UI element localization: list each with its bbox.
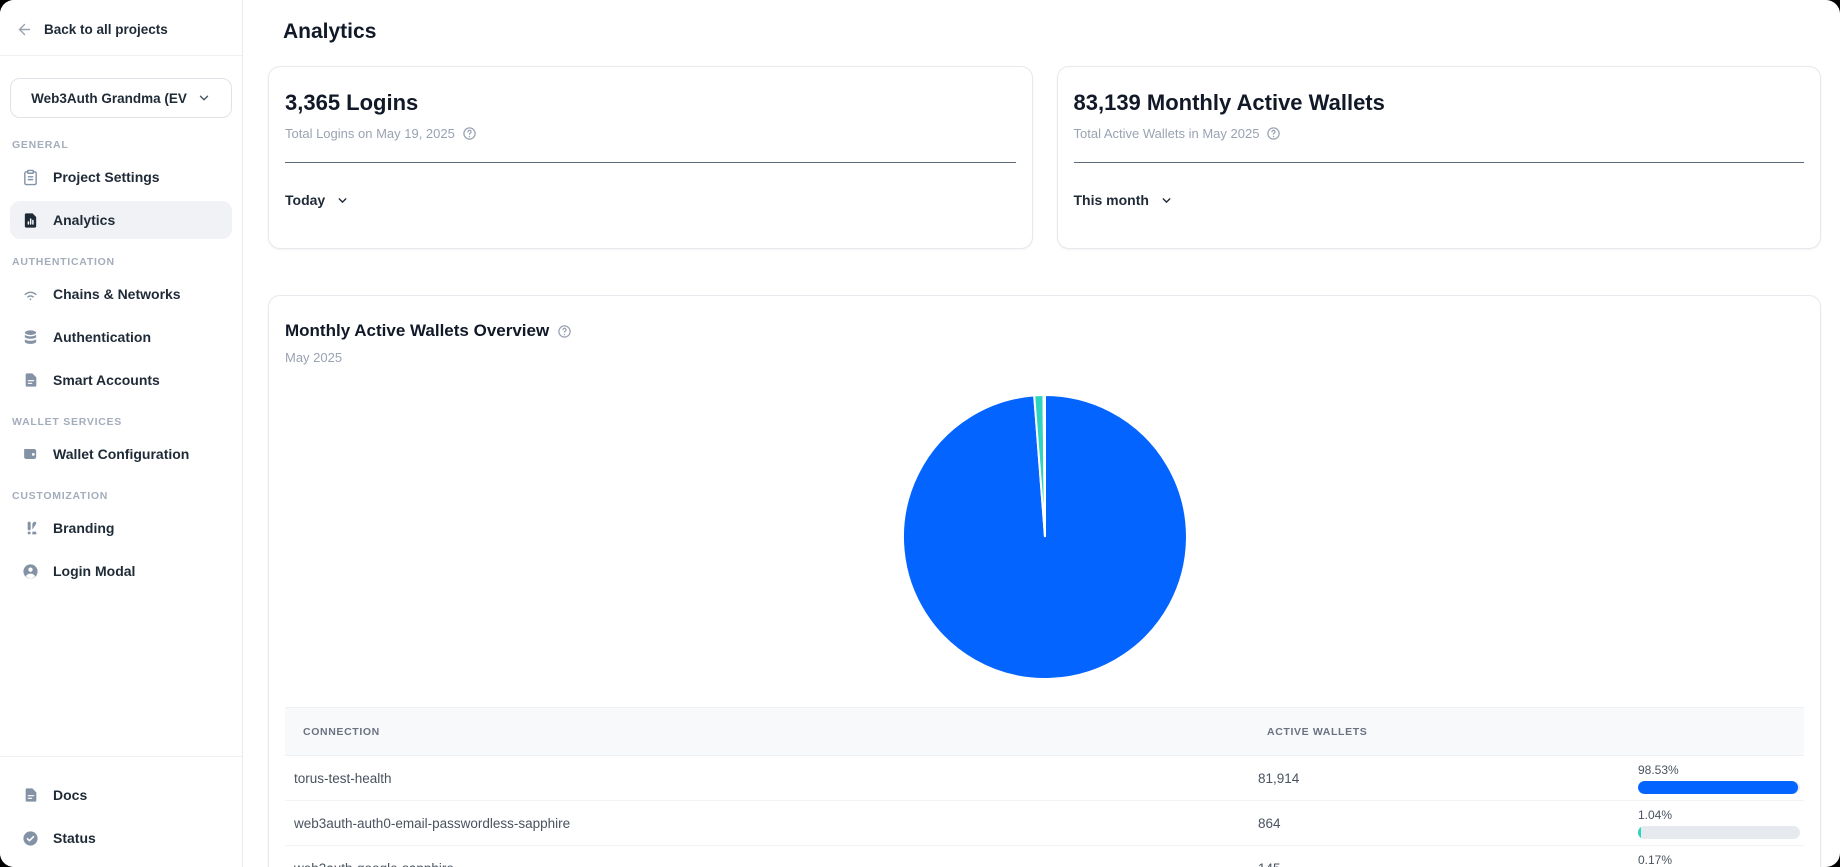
sidebar-item-wallet-configuration[interactable]: Wallet Configuration: [10, 435, 232, 473]
sidebar-nav: GENERAL Project Settings Analytics AUTHENTI…: [0, 118, 242, 756]
table-row: web3auth-google-sapphire1450.17%: [285, 846, 1804, 867]
table-header-row: CONNECTION ACTIVE WALLETS: [285, 707, 1804, 756]
table-row: web3auth-auth0-email-passwordless-sapphi…: [285, 801, 1804, 846]
sidebar-item-project-settings[interactable]: Project Settings: [10, 158, 232, 196]
sidebar: Back to all projects Web3Auth Grandma (E…: [0, 0, 243, 867]
share-percent-label: 0.17%: [1638, 852, 1673, 867]
main-content: Analytics 3,365 Logins Total Logins on M…: [243, 0, 1840, 867]
sidebar-item-docs[interactable]: Docs: [10, 776, 232, 814]
user-circle-icon: [22, 563, 39, 580]
clipboard-icon: [22, 169, 39, 186]
connections-table: CONNECTION ACTIVE WALLETS torus-test-hea…: [285, 707, 1804, 867]
chart-title: Monthly Active Wallets Overview: [285, 321, 550, 340]
sidebar-item-label: Docs: [53, 787, 88, 803]
project-selector-label: Web3Auth Grandma (EV: [31, 90, 187, 106]
share-progress-fill: [1638, 780, 1798, 794]
database-icon: [22, 329, 39, 346]
sidebar-item-label: Login Modal: [53, 563, 136, 579]
nav-group-label: CUSTOMIZATION: [12, 490, 109, 502]
sidebar-item-label: Branding: [53, 520, 115, 536]
sidebar-item-label: Smart Accounts: [53, 372, 160, 388]
nav-group-label: GENERAL: [12, 139, 69, 151]
back-to-projects-link[interactable]: Back to all projects: [0, 0, 242, 55]
nav-group-label: WALLET SERVICES: [12, 416, 123, 428]
branding-icon: [22, 520, 39, 536]
share-cell: 98.53%: [1638, 763, 1810, 794]
sidebar-item-analytics[interactable]: Analytics: [10, 201, 232, 239]
help-circle-icon[interactable]: [1266, 126, 1281, 141]
maw-range-dropdown[interactable]: This month: [1074, 192, 1173, 208]
share-progress-fill: [1638, 825, 1641, 839]
help-circle-icon[interactable]: [462, 126, 477, 141]
sidebar-item-authentication[interactable]: Authentication: [10, 318, 232, 356]
project-selector-dropdown[interactable]: Web3Auth Grandma (EV: [10, 78, 232, 118]
check-circle-icon: [22, 830, 39, 847]
active-wallets-value: 145: [1249, 861, 1638, 867]
stat-cards-row: 3,365 Logins Total Logins on May 19, 202…: [268, 66, 1821, 249]
pie-chart: [285, 391, 1804, 683]
share-percent-label: 98.53%: [1638, 762, 1679, 777]
logins-range-label: Today: [285, 192, 326, 208]
help-circle-icon[interactable]: [557, 324, 572, 339]
logins-subtitle: Total Logins on May 19, 2025: [285, 126, 455, 141]
maw-headline: 83,139 Monthly Active Wallets: [1073, 90, 1385, 115]
sidebar-footer-divider: [0, 756, 242, 757]
page-title: Analytics: [283, 20, 377, 43]
sidebar-item-login-modal[interactable]: Login Modal: [10, 552, 232, 590]
wallet-icon: [22, 445, 39, 463]
sidebar-footer: Docs Status: [0, 756, 242, 867]
stat-card-divider: [285, 162, 1016, 163]
active-wallets-value: 81,914: [1258, 770, 1300, 786]
maw-range-label: This month: [1073, 192, 1149, 208]
stat-card-divider: [1073, 162, 1804, 163]
logins-stat-card: 3,365 Logins Total Logins on May 19, 202…: [268, 66, 1033, 249]
active-wallets-value: 864: [1258, 815, 1281, 831]
chevron-down-icon: [336, 194, 349, 207]
document-icon: [22, 787, 39, 803]
share-cell: 1.04%: [1638, 808, 1810, 839]
share-percent-label: 1.04%: [1638, 807, 1673, 822]
analytics-doc-icon: [22, 212, 39, 229]
column-header-active-wallets: ACTIVE WALLETS: [1267, 725, 1368, 738]
sidebar-item-branding[interactable]: Branding: [10, 509, 232, 547]
table-row: torus-test-health 81,914 98.53%: [285, 756, 1804, 801]
sidebar-divider: [0, 55, 242, 56]
monthly-active-wallets-card: Monthly Active Wallets Overview May 2025…: [268, 295, 1821, 867]
arrow-left-icon: [16, 21, 33, 38]
back-label: Back to all projects: [44, 22, 168, 37]
sidebar-item-label: Authentication: [53, 329, 151, 345]
share-progress-bar: [1638, 825, 1800, 839]
chevron-down-icon: [1160, 194, 1173, 207]
sidebar-item-label: Analytics: [53, 212, 116, 228]
document-icon: [22, 372, 39, 388]
sidebar-item-chains-networks[interactable]: Chains & Networks: [10, 275, 232, 313]
maw-subtitle: Total Active Wallets in May 2025: [1073, 126, 1260, 141]
logins-subtitle-row: Total Logins on May 19, 2025: [285, 126, 1016, 141]
share-progress-bar: [1638, 780, 1800, 794]
maw-stat-card: 83,139 Monthly Active Wallets Total Acti…: [1056, 66, 1821, 249]
connection-name: web3auth-google-sapphire: [285, 861, 1249, 867]
sidebar-item-label: Wallet Configuration: [53, 446, 190, 462]
share-cell: 0.17%: [1638, 853, 1810, 867]
sidebar-item-smart-accounts[interactable]: Smart Accounts: [10, 361, 232, 399]
connection-name: torus-test-health: [294, 770, 392, 786]
nav-group-label: AUTHENTICATION: [12, 256, 115, 268]
wifi-icon: [22, 285, 39, 303]
sidebar-item-label: Chains & Networks: [53, 286, 181, 302]
logins-headline: 3,365 Logins: [285, 90, 419, 115]
maw-subtitle-row: Total Active Wallets in May 2025: [1074, 126, 1805, 141]
connection-name: web3auth-auth0-email-passwordless-sapphi…: [294, 815, 571, 831]
chart-title-row: Monthly Active Wallets Overview: [285, 321, 1804, 341]
chevron-down-icon: [197, 91, 211, 105]
sidebar-item-status[interactable]: Status: [10, 819, 232, 857]
sidebar-item-label: Project Settings: [53, 169, 160, 185]
sidebar-item-label: Status: [53, 830, 96, 846]
chart-subtitle: May 2025: [285, 350, 343, 365]
pie-slice-2: [1041, 393, 1046, 538]
logins-range-dropdown[interactable]: Today: [285, 192, 349, 208]
column-header-connection: CONNECTION: [303, 725, 380, 738]
